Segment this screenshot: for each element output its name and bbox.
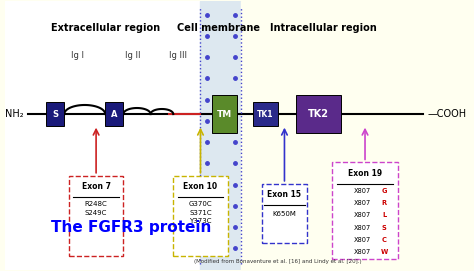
Text: K650M: K650M [273, 211, 296, 217]
Text: A: A [111, 109, 118, 118]
Text: G: G [382, 188, 387, 194]
Text: X807: X807 [354, 250, 371, 256]
Text: NH₂: NH₂ [5, 109, 24, 119]
Text: X807: X807 [354, 225, 371, 231]
Text: L: L [382, 212, 386, 218]
Text: Exon 19: Exon 19 [348, 169, 382, 178]
Text: S: S [52, 109, 58, 118]
FancyBboxPatch shape [262, 184, 307, 243]
Text: Cell membrane: Cell membrane [177, 23, 260, 33]
Text: X807: X807 [354, 237, 371, 243]
FancyBboxPatch shape [332, 162, 398, 259]
FancyBboxPatch shape [105, 102, 123, 126]
Text: Ig II: Ig II [125, 51, 140, 60]
Text: TM: TM [217, 109, 232, 118]
Text: X807: X807 [354, 188, 371, 194]
Text: TK2: TK2 [308, 109, 329, 119]
Text: X807: X807 [354, 200, 371, 206]
Text: TK1: TK1 [257, 109, 273, 118]
Bar [5, 1, 201, 270]
Text: The FGFR3 protein: The FGFR3 protein [51, 220, 211, 235]
FancyBboxPatch shape [69, 176, 123, 256]
Text: Exon 10: Exon 10 [183, 182, 218, 191]
Text: W: W [381, 250, 388, 256]
Bar [241, 1, 459, 270]
FancyBboxPatch shape [253, 102, 278, 126]
FancyBboxPatch shape [212, 95, 237, 133]
Text: (Modified from Bonaventure et al. [16] and Lindy et al. [20].): (Modified from Bonaventure et al. [16] a… [194, 259, 362, 264]
FancyBboxPatch shape [46, 102, 64, 126]
Text: R248C
S249C: R248C S249C [85, 201, 108, 216]
Text: Exon 7: Exon 7 [82, 182, 110, 191]
Text: C: C [382, 237, 386, 243]
Text: Exon 15: Exon 15 [267, 191, 301, 199]
Bar [201, 1, 241, 270]
FancyBboxPatch shape [296, 95, 341, 133]
Text: Ig I: Ig I [72, 51, 84, 60]
Text: R: R [382, 200, 387, 206]
Text: G370C
S371C
Y373C: G370C S371C Y373C [189, 201, 212, 224]
Text: X807: X807 [354, 212, 371, 218]
Text: Intracellular region: Intracellular region [270, 23, 376, 33]
FancyBboxPatch shape [173, 176, 228, 256]
Text: Ig III: Ig III [169, 51, 187, 60]
Text: S: S [382, 225, 386, 231]
Text: —COOH: —COOH [428, 109, 466, 119]
Text: Extracellular region: Extracellular region [51, 23, 160, 33]
